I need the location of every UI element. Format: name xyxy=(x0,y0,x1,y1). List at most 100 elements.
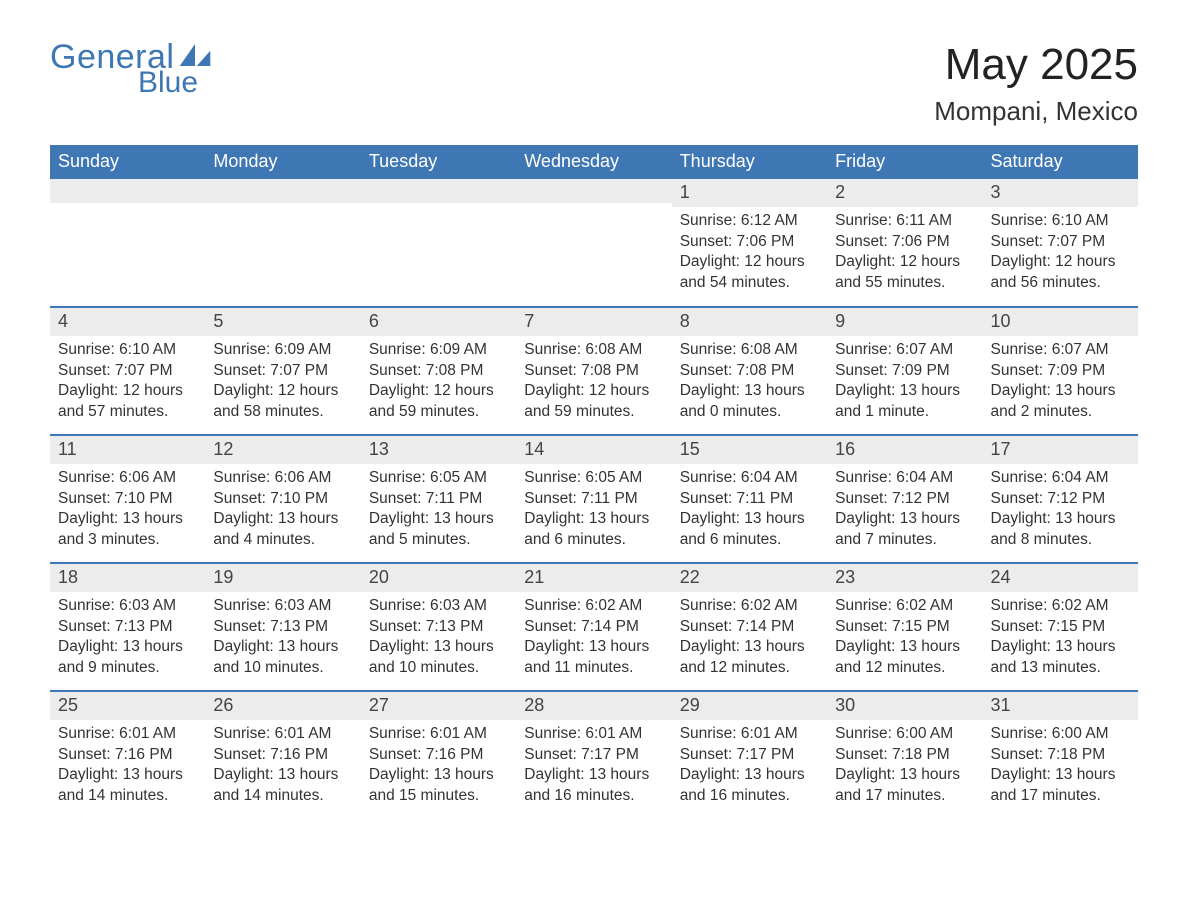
day-details: Sunrise: 6:07 AMSunset: 7:09 PMDaylight:… xyxy=(983,336,1138,430)
day-details: Sunrise: 6:01 AMSunset: 7:17 PMDaylight:… xyxy=(672,720,827,814)
day-number: 4 xyxy=(50,308,205,336)
sunrise-text: Sunrise: 6:03 AM xyxy=(369,596,508,617)
sunrise-text: Sunrise: 6:09 AM xyxy=(369,340,508,361)
daylight-text: Daylight: 13 hours and 1 minute. xyxy=(835,381,974,423)
sunrise-text: Sunrise: 6:07 AM xyxy=(835,340,974,361)
sunset-text: Sunset: 7:11 PM xyxy=(524,489,663,510)
calendar-day-cell: 26Sunrise: 6:01 AMSunset: 7:16 PMDayligh… xyxy=(205,691,360,819)
calendar-day-cell: 8Sunrise: 6:08 AMSunset: 7:08 PMDaylight… xyxy=(672,307,827,435)
col-monday: Monday xyxy=(205,145,360,179)
calendar-day-cell: 27Sunrise: 6:01 AMSunset: 7:16 PMDayligh… xyxy=(361,691,516,819)
daylight-text: Daylight: 12 hours and 59 minutes. xyxy=(369,381,508,423)
sunset-text: Sunset: 7:16 PM xyxy=(58,745,197,766)
sunrise-text: Sunrise: 6:08 AM xyxy=(680,340,819,361)
day-number: 16 xyxy=(827,436,982,464)
day-details: Sunrise: 6:02 AMSunset: 7:15 PMDaylight:… xyxy=(827,592,982,686)
daylight-text: Daylight: 13 hours and 12 minutes. xyxy=(680,637,819,679)
daylight-text: Daylight: 13 hours and 12 minutes. xyxy=(835,637,974,679)
sunset-text: Sunset: 7:11 PM xyxy=(680,489,819,510)
day-details: Sunrise: 6:09 AMSunset: 7:08 PMDaylight:… xyxy=(361,336,516,430)
daylight-text: Daylight: 13 hours and 6 minutes. xyxy=(680,509,819,551)
col-saturday: Saturday xyxy=(983,145,1138,179)
daylight-text: Daylight: 13 hours and 0 minutes. xyxy=(680,381,819,423)
sunrise-text: Sunrise: 6:10 AM xyxy=(58,340,197,361)
day-number: 13 xyxy=(361,436,516,464)
day-number xyxy=(361,179,516,203)
sunset-text: Sunset: 7:07 PM xyxy=(991,232,1130,253)
brand-sail-icon xyxy=(178,42,212,68)
col-sunday: Sunday xyxy=(50,145,205,179)
calendar-day-cell xyxy=(205,179,360,307)
sunset-text: Sunset: 7:08 PM xyxy=(680,361,819,382)
day-details: Sunrise: 6:10 AMSunset: 7:07 PMDaylight:… xyxy=(983,207,1138,301)
calendar-day-cell: 19Sunrise: 6:03 AMSunset: 7:13 PMDayligh… xyxy=(205,563,360,691)
calendar-table: Sunday Monday Tuesday Wednesday Thursday… xyxy=(50,145,1138,819)
calendar-day-cell: 18Sunrise: 6:03 AMSunset: 7:13 PMDayligh… xyxy=(50,563,205,691)
day-number: 24 xyxy=(983,564,1138,592)
day-details xyxy=(361,203,516,213)
day-number: 29 xyxy=(672,692,827,720)
location-label: Mompani, Mexico xyxy=(934,96,1138,127)
sunrise-text: Sunrise: 6:01 AM xyxy=(680,724,819,745)
calendar-day-cell: 12Sunrise: 6:06 AMSunset: 7:10 PMDayligh… xyxy=(205,435,360,563)
header-row: General Blue May 2025 Mompani, Mexico xyxy=(50,40,1138,127)
sunset-text: Sunset: 7:15 PM xyxy=(991,617,1130,638)
col-wednesday: Wednesday xyxy=(516,145,671,179)
calendar-day-cell: 15Sunrise: 6:04 AMSunset: 7:11 PMDayligh… xyxy=(672,435,827,563)
sunset-text: Sunset: 7:09 PM xyxy=(835,361,974,382)
daylight-text: Daylight: 12 hours and 59 minutes. xyxy=(524,381,663,423)
calendar-day-cell xyxy=(50,179,205,307)
sunset-text: Sunset: 7:10 PM xyxy=(213,489,352,510)
sunrise-text: Sunrise: 6:05 AM xyxy=(524,468,663,489)
calendar-day-cell: 2Sunrise: 6:11 AMSunset: 7:06 PMDaylight… xyxy=(827,179,982,307)
daylight-text: Daylight: 13 hours and 6 minutes. xyxy=(524,509,663,551)
daylight-text: Daylight: 13 hours and 15 minutes. xyxy=(369,765,508,807)
day-details: Sunrise: 6:03 AMSunset: 7:13 PMDaylight:… xyxy=(361,592,516,686)
sunset-text: Sunset: 7:10 PM xyxy=(58,489,197,510)
day-number: 28 xyxy=(516,692,671,720)
month-title: May 2025 xyxy=(934,40,1138,90)
day-details: Sunrise: 6:10 AMSunset: 7:07 PMDaylight:… xyxy=(50,336,205,430)
day-details: Sunrise: 6:01 AMSunset: 7:16 PMDaylight:… xyxy=(50,720,205,814)
daylight-text: Daylight: 13 hours and 11 minutes. xyxy=(524,637,663,679)
sunrise-text: Sunrise: 6:01 AM xyxy=(213,724,352,745)
day-number: 20 xyxy=(361,564,516,592)
day-number: 1 xyxy=(672,179,827,207)
sunset-text: Sunset: 7:06 PM xyxy=(680,232,819,253)
day-details: Sunrise: 6:02 AMSunset: 7:15 PMDaylight:… xyxy=(983,592,1138,686)
brand-line2: Blue xyxy=(138,68,212,98)
calendar-day-cell: 16Sunrise: 6:04 AMSunset: 7:12 PMDayligh… xyxy=(827,435,982,563)
day-number: 2 xyxy=(827,179,982,207)
calendar-week-row: 25Sunrise: 6:01 AMSunset: 7:16 PMDayligh… xyxy=(50,691,1138,819)
calendar-day-cell: 29Sunrise: 6:01 AMSunset: 7:17 PMDayligh… xyxy=(672,691,827,819)
day-details xyxy=(50,203,205,213)
day-number xyxy=(50,179,205,203)
day-details: Sunrise: 6:02 AMSunset: 7:14 PMDaylight:… xyxy=(516,592,671,686)
daylight-text: Daylight: 13 hours and 4 minutes. xyxy=(213,509,352,551)
sunrise-text: Sunrise: 6:03 AM xyxy=(213,596,352,617)
sunrise-text: Sunrise: 6:04 AM xyxy=(991,468,1130,489)
day-number: 19 xyxy=(205,564,360,592)
day-details: Sunrise: 6:03 AMSunset: 7:13 PMDaylight:… xyxy=(205,592,360,686)
calendar-week-row: 4Sunrise: 6:10 AMSunset: 7:07 PMDaylight… xyxy=(50,307,1138,435)
sunset-text: Sunset: 7:11 PM xyxy=(369,489,508,510)
day-details: Sunrise: 6:02 AMSunset: 7:14 PMDaylight:… xyxy=(672,592,827,686)
calendar-day-cell: 23Sunrise: 6:02 AMSunset: 7:15 PMDayligh… xyxy=(827,563,982,691)
calendar-day-cell: 24Sunrise: 6:02 AMSunset: 7:15 PMDayligh… xyxy=(983,563,1138,691)
day-number: 15 xyxy=(672,436,827,464)
day-number: 26 xyxy=(205,692,360,720)
daylight-text: Daylight: 12 hours and 57 minutes. xyxy=(58,381,197,423)
calendar-day-cell: 20Sunrise: 6:03 AMSunset: 7:13 PMDayligh… xyxy=(361,563,516,691)
day-details: Sunrise: 6:00 AMSunset: 7:18 PMDaylight:… xyxy=(983,720,1138,814)
calendar-day-cell xyxy=(361,179,516,307)
sunset-text: Sunset: 7:13 PM xyxy=(58,617,197,638)
sunset-text: Sunset: 7:12 PM xyxy=(835,489,974,510)
day-number: 7 xyxy=(516,308,671,336)
daylight-text: Daylight: 13 hours and 3 minutes. xyxy=(58,509,197,551)
calendar-day-cell: 3Sunrise: 6:10 AMSunset: 7:07 PMDaylight… xyxy=(983,179,1138,307)
calendar-header: Sunday Monday Tuesday Wednesday Thursday… xyxy=(50,145,1138,179)
day-number: 5 xyxy=(205,308,360,336)
day-details: Sunrise: 6:05 AMSunset: 7:11 PMDaylight:… xyxy=(516,464,671,558)
sunrise-text: Sunrise: 6:02 AM xyxy=(524,596,663,617)
sunset-text: Sunset: 7:08 PM xyxy=(369,361,508,382)
